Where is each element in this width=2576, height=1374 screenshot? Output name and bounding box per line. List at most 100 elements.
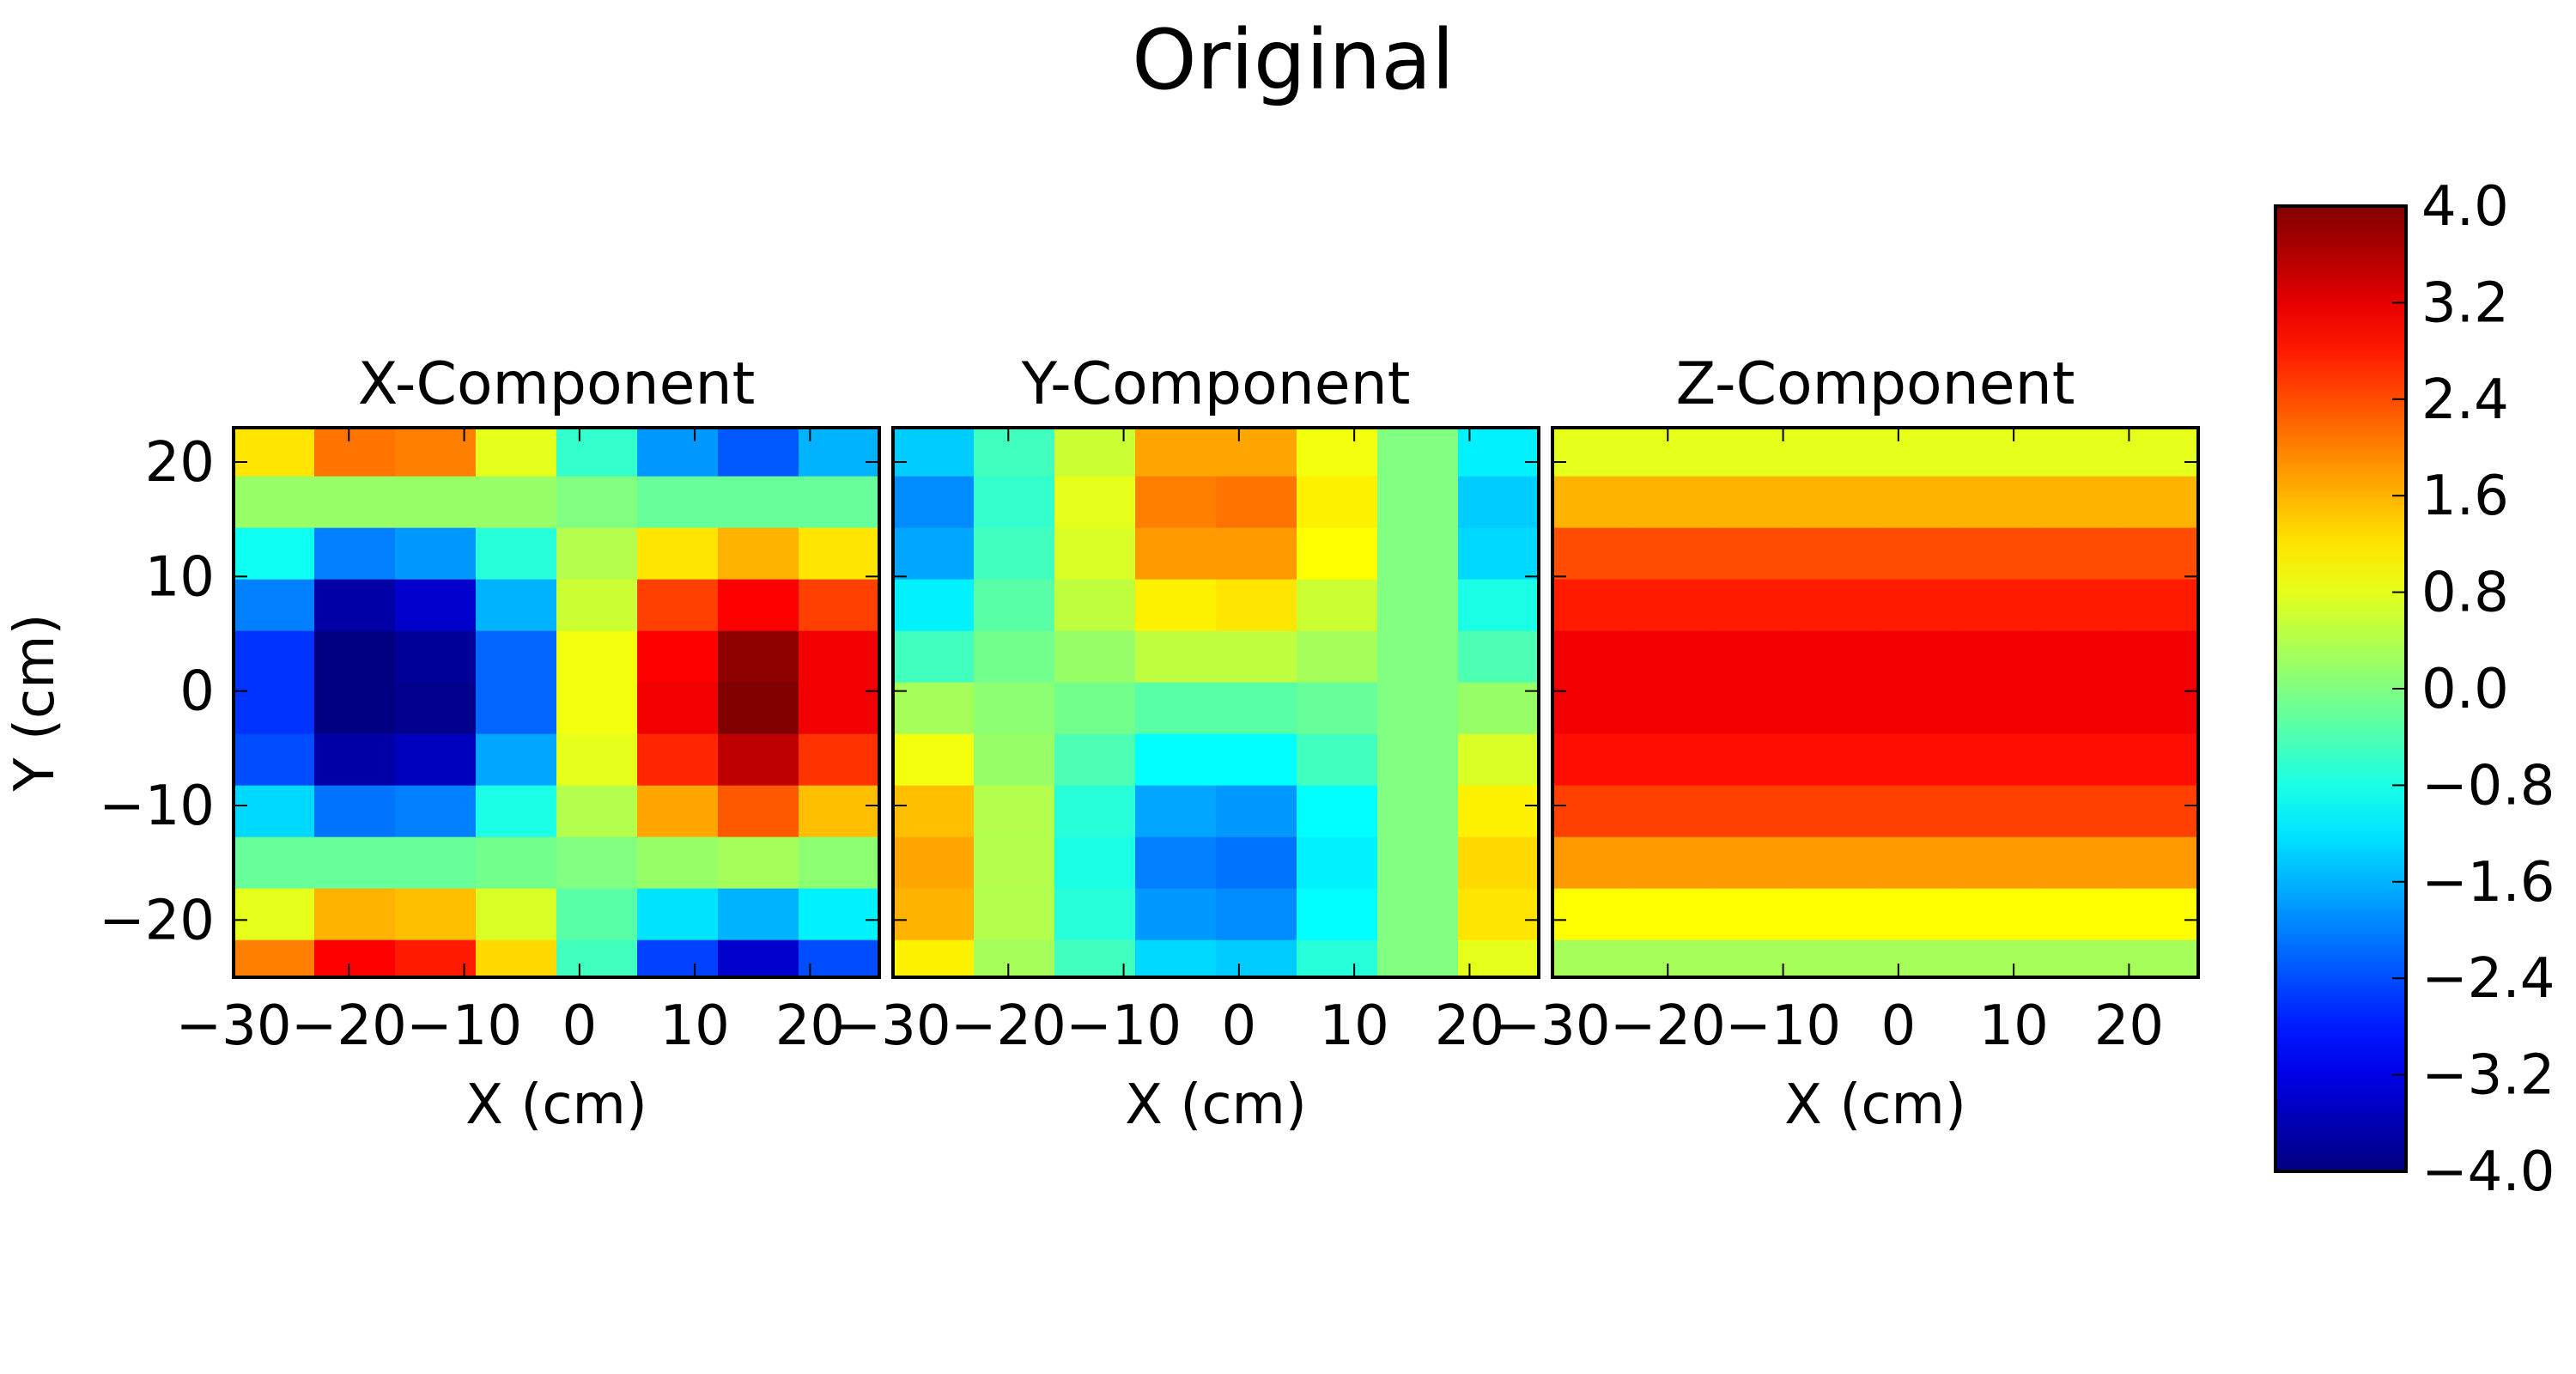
heatmap-cell [476, 888, 557, 941]
heatmap-cell [1795, 888, 1876, 941]
heatmap-cell [1135, 785, 1217, 838]
heatmap-cell [1714, 527, 1795, 581]
heatmap-cell [1795, 733, 1876, 787]
heatmap-cell [1956, 733, 2038, 787]
heatmap-cell [1377, 888, 1459, 941]
heatmap-cell [2037, 939, 2118, 978]
heatmap-cell [1875, 476, 1957, 529]
heatmap-cell [1135, 939, 1217, 978]
heatmap-cell [1458, 476, 1540, 529]
x-tick-label: −30 [835, 994, 951, 1058]
heatmap-cell [1054, 476, 1136, 529]
heatmap-cell [1633, 428, 1715, 477]
panel-2: Z-Component −30 −20 −10 0 10 20 X (cm) [1494, 350, 2200, 1137]
heatmap-cell [2037, 476, 2118, 529]
figure-title: Original [1132, 12, 1455, 108]
heatmap-cell [799, 939, 880, 978]
heatmap-cell [1458, 888, 1540, 941]
heatmap-cell [718, 476, 799, 529]
heatmap-cell [637, 579, 719, 632]
heatmap-cell [2117, 428, 2199, 477]
heatmap-cell [637, 476, 719, 529]
heatmap-cell [1633, 836, 1715, 890]
heatmap-cell [395, 836, 477, 890]
heatmap-cell [314, 428, 396, 477]
heatmap-cell [1054, 682, 1136, 735]
heatmap-cell [2037, 888, 2118, 941]
heatmap-cell [974, 733, 1055, 787]
heatmap-cell [799, 785, 880, 838]
heatmap-cell [2037, 785, 2118, 838]
heatmap-cell [234, 939, 315, 978]
heatmap-cell [2037, 733, 2118, 787]
heatmap-cell [314, 939, 396, 978]
heatmap-cell [1216, 476, 1297, 529]
y-tick-label: 10 [145, 545, 215, 609]
heatmap-cell [2037, 682, 2118, 735]
heatmap-cell [1297, 527, 1378, 581]
heatmap-cell [1054, 785, 1136, 838]
colorbar-tick-label: 2.4 [2421, 368, 2509, 432]
heatmap-cell [234, 733, 315, 787]
heatmap-cell [1297, 785, 1378, 838]
heatmap-cell [476, 682, 557, 735]
heatmap-cell [1458, 579, 1540, 632]
heatmap-cell [1297, 630, 1378, 684]
heatmap-cell [799, 527, 880, 581]
heatmap-cell [556, 682, 638, 735]
heatmap-cell [1054, 630, 1136, 684]
heatmap-cell [314, 733, 396, 787]
heatmap-cell [1714, 476, 1795, 529]
heatmap-cell [1135, 527, 1217, 581]
x-tick-label: 10 [1978, 994, 2048, 1058]
x-tick-label: −10 [1725, 994, 1841, 1058]
heatmap-cell [1633, 630, 1715, 684]
heatmap-cell [476, 785, 557, 838]
x-tick-label: −20 [291, 994, 407, 1058]
heatmap-cell [1552, 939, 1634, 978]
heatmap-cell [476, 733, 557, 787]
heatmap-cell [637, 888, 719, 941]
heatmap-cell [395, 733, 477, 787]
heatmap-cell [1297, 579, 1378, 632]
heatmap-cell [476, 939, 557, 978]
heatmap-cell [974, 785, 1055, 838]
heatmap-cell [1795, 476, 1876, 529]
heatmap-cell [1377, 785, 1459, 838]
heatmap-cell [395, 939, 477, 978]
heatmap-cell [1875, 733, 1957, 787]
heatmap-cell [1795, 428, 1876, 477]
heatmap-cell [1458, 428, 1540, 477]
heatmap-cell [1377, 476, 1459, 529]
heatmap-cell [1956, 682, 2038, 735]
heatmap-cell [718, 939, 799, 978]
heatmap-cell [2117, 579, 2199, 632]
x-tick-label: 10 [1319, 994, 1388, 1058]
heatmap-cell [637, 785, 719, 838]
heatmap-cell [718, 682, 799, 735]
heatmap-cell [556, 733, 638, 787]
heatmap-cell [974, 836, 1055, 890]
heatmap-cell [2037, 428, 2118, 477]
heatmap-cell [2117, 785, 2199, 838]
colorbar-tick-label: 3.2 [2421, 271, 2509, 335]
heatmap-cell [1297, 682, 1378, 735]
heatmap-cell [799, 476, 880, 529]
heatmap-cell [637, 630, 719, 684]
heatmap-cell [1297, 888, 1378, 941]
heatmap-cell [1956, 579, 2038, 632]
heatmap-cell [637, 939, 719, 978]
panel-title: Y-Component [1021, 350, 1411, 418]
heatmap-cell [1216, 630, 1297, 684]
heatmap-cell [234, 428, 315, 477]
heatmap-cell [1054, 939, 1136, 978]
heatmap-cell [1795, 785, 1876, 838]
colorbar-tick-label: −4.0 [2421, 1140, 2555, 1204]
heatmap-cell [314, 836, 396, 890]
heatmap-cell [1377, 527, 1459, 581]
colorbar-tick-label: −2.4 [2421, 947, 2555, 1011]
heatmap-cell [1458, 733, 1540, 787]
heatmap-cell [974, 527, 1055, 581]
